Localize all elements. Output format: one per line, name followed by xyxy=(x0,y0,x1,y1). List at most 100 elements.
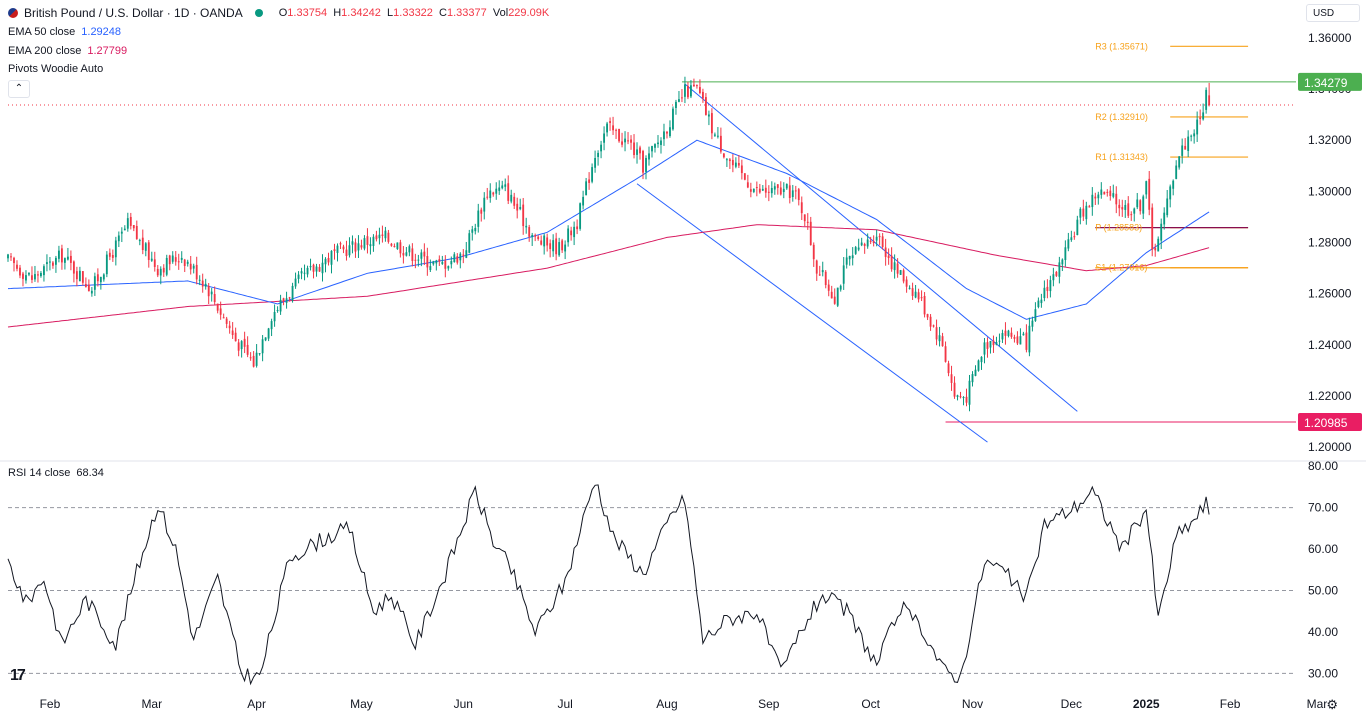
candle-body xyxy=(372,236,375,246)
candle-body xyxy=(1073,236,1076,238)
candle-body xyxy=(564,244,567,252)
candle-body xyxy=(34,274,36,280)
candle-body xyxy=(666,131,668,134)
resistance-price-label: 1.34279 xyxy=(1304,76,1348,90)
candle-body xyxy=(758,188,761,193)
candle-body xyxy=(510,194,513,202)
candle-body xyxy=(854,247,857,254)
candle-body xyxy=(1115,193,1118,205)
candle-body xyxy=(1124,204,1127,210)
candle-body xyxy=(135,225,138,239)
candle-body xyxy=(1196,119,1199,135)
candle-body xyxy=(549,243,552,250)
candle-body xyxy=(1133,208,1136,214)
time-tick-label: Oct xyxy=(861,697,880,711)
candle-body xyxy=(63,258,66,263)
candle-body xyxy=(719,135,722,152)
candle-body xyxy=(570,230,573,236)
candle-body xyxy=(612,125,614,131)
candle-body xyxy=(803,214,806,222)
candle-body xyxy=(998,340,1001,342)
symbol-title[interactable]: British Pound / U.S. Dollar · 1D · OANDA xyxy=(24,6,243,20)
candle-body xyxy=(893,262,896,271)
rsi-legend[interactable]: RSI 14 close 68.34 xyxy=(8,467,104,479)
candle-body xyxy=(216,303,219,311)
tradingview-logo: 17 xyxy=(10,667,26,684)
candle-body xyxy=(369,244,372,247)
candle-body xyxy=(1106,191,1109,193)
candle-body xyxy=(944,346,947,362)
candle-body xyxy=(887,255,890,259)
candle-body xyxy=(447,266,450,269)
candle-body xyxy=(839,285,842,290)
candle-body xyxy=(1175,165,1178,179)
candle-body xyxy=(815,260,818,274)
candle-body xyxy=(615,129,617,131)
candle-body xyxy=(1112,193,1115,197)
candle-body xyxy=(1019,336,1022,345)
candle-body xyxy=(1064,247,1067,261)
candle-body xyxy=(411,248,414,261)
time-tick-label: Mar xyxy=(141,697,162,711)
rsi-tick-label: 30.00 xyxy=(1308,666,1338,680)
candle-body xyxy=(878,236,881,238)
channel-lower-line xyxy=(636,183,988,443)
candle-body xyxy=(761,188,764,191)
candle-body xyxy=(785,183,788,189)
candle-body xyxy=(207,285,210,297)
candle-body xyxy=(890,255,893,270)
candle-body xyxy=(1001,333,1004,340)
pivots-legend[interactable]: Pivots Woodie Auto xyxy=(8,63,104,75)
candle-body xyxy=(1085,205,1088,220)
candle-body xyxy=(321,262,324,274)
candle-body xyxy=(731,159,734,166)
candle-body xyxy=(138,240,141,242)
symbol-header: British Pound / U.S. Dollar · 1D · OANDA… xyxy=(8,6,549,20)
candle-body xyxy=(249,357,252,359)
candle-body xyxy=(423,251,426,257)
candle-body xyxy=(1007,330,1010,336)
settings-icon[interactable]: ⚙ xyxy=(1326,697,1338,712)
candle-body xyxy=(558,242,561,256)
ohlc-values: O1.33754 H1.34242 L1.33322 C1.33377 Vol2… xyxy=(278,7,550,19)
candle-body xyxy=(522,204,525,227)
candle-body xyxy=(156,268,159,276)
ema50-legend[interactable]: EMA 50 close 1.29248 xyxy=(8,26,122,38)
collapse-legend-button[interactable]: ⌃ xyxy=(8,80,30,98)
candle-body xyxy=(995,342,998,345)
candle-body xyxy=(474,227,477,232)
candle-body xyxy=(660,140,662,145)
ema200-legend[interactable]: EMA 200 close 1.27799 xyxy=(8,45,128,57)
candle-body xyxy=(947,363,950,374)
candle-body xyxy=(525,225,528,228)
candle-body xyxy=(687,85,689,98)
candle-body xyxy=(1097,194,1100,199)
candle-body xyxy=(546,237,549,246)
candle-body xyxy=(453,254,456,263)
candle-body xyxy=(342,246,345,250)
candle-body xyxy=(1178,156,1181,168)
candle-body xyxy=(384,230,387,239)
ema50-line xyxy=(7,139,1210,320)
candle-body xyxy=(821,270,824,273)
candle-body xyxy=(297,274,300,279)
candle-body xyxy=(905,279,908,287)
candle-body xyxy=(725,159,728,161)
candle-body xyxy=(989,340,992,348)
candle-body xyxy=(132,225,135,229)
candle-body xyxy=(102,274,105,280)
price-tick-label: 1.22000 xyxy=(1308,389,1352,403)
candle-body xyxy=(704,97,707,115)
candle-body xyxy=(663,131,665,140)
candle-body xyxy=(1184,145,1187,150)
candle-body xyxy=(462,254,465,256)
candle-body xyxy=(591,167,594,182)
candle-body xyxy=(920,297,923,299)
candle-body xyxy=(618,128,620,142)
candle-body xyxy=(261,339,264,354)
currency-select[interactable]: USD xyxy=(1306,4,1360,22)
resistance-price-badge xyxy=(1298,72,1362,91)
candle-body xyxy=(713,134,716,136)
candle-body xyxy=(866,239,869,247)
